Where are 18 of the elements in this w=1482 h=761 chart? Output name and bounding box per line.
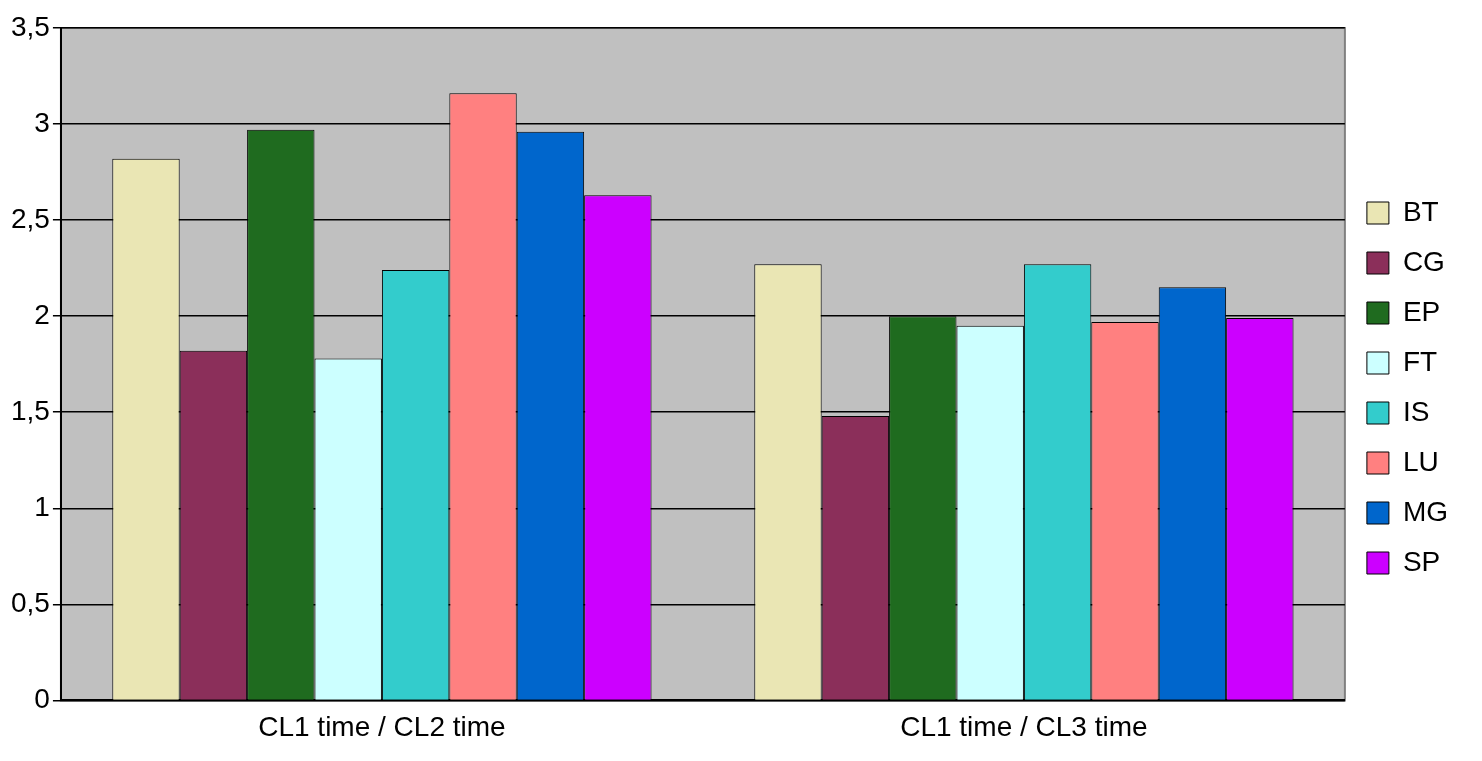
legend-label: SP: [1402, 545, 1441, 577]
legend-label: EP: [1402, 295, 1441, 327]
y-tick-label: 0,5: [10, 587, 50, 619]
y-tick-label: 3: [34, 106, 50, 138]
x-tick-label: CL1 time / CL3 time: [900, 710, 1148, 742]
legend-label: MG: [1402, 495, 1449, 527]
legend-label: IS: [1402, 395, 1430, 427]
y-tick-label: 2,5: [10, 202, 50, 234]
legend-label: BT: [1402, 195, 1439, 227]
legend-label: LU: [1402, 445, 1439, 477]
legend-label: FT: [1402, 345, 1438, 377]
x-tick-label: CL1 time / CL2 time: [258, 710, 506, 742]
y-tick-label: 3,5: [10, 10, 50, 42]
legend-label: CG: [1402, 245, 1445, 277]
y-tick-label: 0: [34, 683, 50, 715]
y-tick-label: 2: [34, 298, 50, 330]
y-tick-label: 1,5: [10, 394, 50, 426]
y-tick-label: 1: [34, 491, 50, 522]
